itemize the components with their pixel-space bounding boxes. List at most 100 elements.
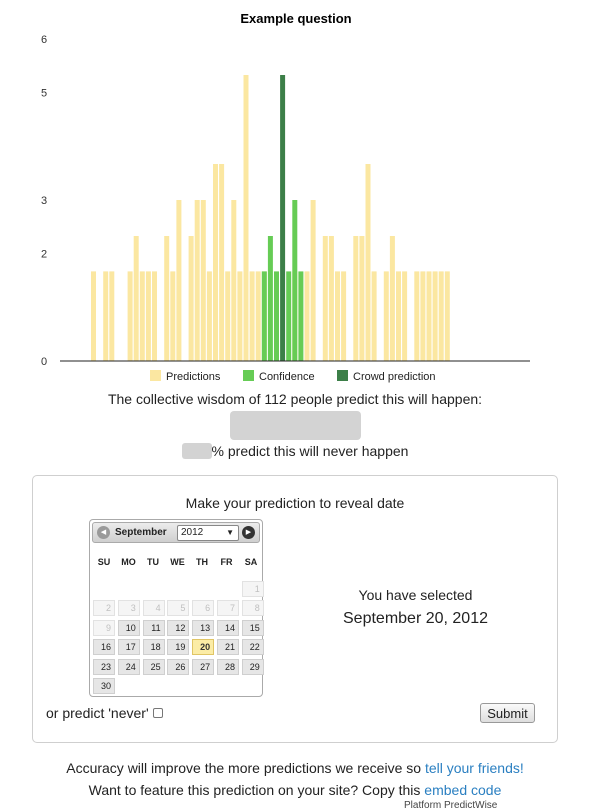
day-cell[interactable]: 14	[217, 619, 239, 636]
bar-predictions	[176, 200, 182, 361]
selected-date: September 20, 2012	[343, 610, 488, 627]
bar-predictions	[127, 271, 133, 361]
bar-crowd-prediction	[280, 75, 286, 361]
prev-month-icon[interactable]: ◀	[97, 526, 110, 539]
weekday-label: MO	[121, 557, 136, 567]
weekday-label: TH	[196, 557, 208, 567]
embed-line: Want to feature this prediction on your …	[0, 782, 590, 798]
day-cell: 7	[217, 600, 239, 617]
bar-predictions	[213, 164, 218, 361]
never-option: or predict 'never'	[46, 705, 163, 721]
day-cell[interactable]: 11	[142, 619, 165, 636]
day-cell[interactable]: 21	[217, 639, 239, 656]
day-cell: 4	[142, 600, 165, 617]
tell-friends-link[interactable]: tell your friends!	[424, 760, 524, 776]
bar-predictions	[237, 271, 243, 361]
bar-confidence	[274, 271, 279, 361]
bar-predictions	[133, 236, 139, 361]
day-cell[interactable]: 23	[93, 658, 115, 675]
day-cell: 8	[241, 600, 264, 617]
bar-predictions	[426, 271, 432, 361]
bar-predictions	[414, 271, 420, 361]
day-cell[interactable]: 12	[167, 619, 190, 636]
day-cell[interactable]: 16	[93, 639, 115, 656]
bar-predictions	[328, 236, 334, 361]
day-cell[interactable]: 30	[93, 678, 115, 694]
day-cell[interactable]: 28	[217, 658, 239, 675]
bar-predictions	[255, 271, 261, 361]
next-month-icon[interactable]: ▶	[242, 526, 255, 539]
bar-predictions	[170, 271, 176, 361]
bar-predictions	[335, 271, 340, 361]
weekday-label: WE	[170, 557, 185, 567]
bar-predictions	[389, 236, 395, 361]
never-checkbox[interactable]	[152, 708, 163, 718]
legend-swatch	[337, 370, 348, 381]
y-tick-label: 6	[41, 34, 47, 46]
day-cell: 3	[117, 600, 140, 617]
day-cell[interactable]: 27	[192, 658, 215, 675]
bar-predictions	[359, 236, 365, 361]
bar-predictions	[420, 271, 426, 361]
y-tick-label: 3	[41, 195, 47, 207]
weekday-label: SU	[97, 557, 111, 567]
never-percentage-line: % predict this will never happen	[0, 443, 590, 459]
y-tick-label: 0	[41, 356, 47, 368]
day-cell[interactable]: 25	[142, 658, 165, 675]
day-cell-selected[interactable]: 20	[192, 639, 215, 656]
bar-predictions	[365, 164, 371, 361]
bar-confidence	[261, 271, 267, 361]
bar-confidence	[292, 200, 298, 361]
day-cell[interactable]: 29	[241, 658, 264, 675]
panel-title: Make your prediction to reveal date	[185, 495, 405, 511]
day-cell[interactable]: 24	[117, 658, 140, 675]
bar-predictions	[353, 236, 359, 361]
never-percentage-text: % predict this will never happen	[211, 443, 409, 459]
bar-predictions	[444, 271, 450, 361]
chevron-down-icon: ▼	[226, 528, 234, 537]
bar-predictions	[396, 271, 401, 361]
share-text: Accuracy will improve the more predictio…	[66, 760, 425, 776]
y-tick-label: 2	[41, 249, 47, 261]
day-cell: 1	[241, 581, 264, 597]
legend-swatch	[150, 370, 161, 381]
datepicker-header: ◀ September 2012 ▼ ▶	[92, 522, 260, 543]
bar-predictions	[383, 271, 389, 361]
day-cell[interactable]: 10	[117, 619, 140, 636]
bar-confidence	[286, 271, 292, 361]
bar-predictions	[249, 271, 255, 361]
bar-predictions	[194, 200, 200, 361]
day-cell[interactable]: 18	[142, 639, 165, 656]
bar-confidence	[298, 271, 304, 361]
bar-predictions	[152, 271, 157, 361]
weekday-label: FR	[220, 557, 233, 567]
bar-predictions	[164, 236, 170, 361]
bar-predictions	[219, 164, 225, 361]
day-cell[interactable]: 17	[117, 639, 140, 656]
bar-predictions	[109, 271, 115, 361]
legend-label: Predictions	[166, 371, 221, 383]
prediction-panel: Make your prediction to reveal date ◀ Se…	[32, 475, 558, 743]
day-cell[interactable]: 13	[192, 619, 215, 636]
bars	[91, 75, 450, 361]
chart-title: Example question	[240, 11, 351, 26]
selected-label: You have selected	[358, 587, 473, 603]
day-cell[interactable]: 19	[167, 639, 190, 656]
day-cell[interactable]: 22	[241, 639, 264, 656]
prediction-chart: Example question 0 2 3 5 6 Predictions Confid…	[41, 11, 530, 383]
day-cell: 2	[93, 600, 115, 617]
submit-button[interactable]: Submit	[480, 703, 535, 723]
year-select[interactable]: 2012 ▼	[177, 525, 239, 541]
collective-wisdom-text: The collective wisdom of 112 people pred…	[107, 391, 483, 407]
embed-text: Want to feature this prediction on your …	[88, 782, 425, 798]
embed-code-link[interactable]: embed code	[424, 782, 502, 798]
bar-predictions	[341, 271, 347, 361]
bar-confidence	[267, 236, 273, 361]
y-tick-label: 5	[41, 88, 47, 100]
powered-by: Platform PredictWise	[404, 800, 498, 811]
day-cell[interactable]: 15	[241, 619, 264, 636]
bar-predictions	[322, 236, 328, 361]
legend: Predictions Confidence Crowd prediction	[150, 370, 436, 383]
day-cell[interactable]: 26	[167, 658, 190, 675]
